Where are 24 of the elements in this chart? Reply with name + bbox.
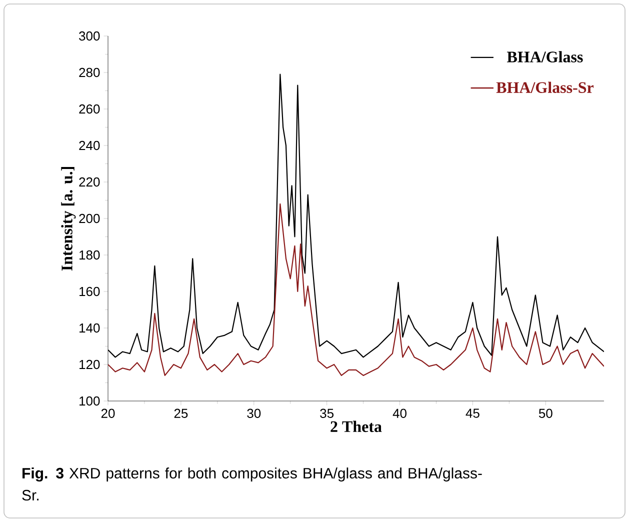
y-tick-label: 140	[80, 323, 100, 333]
y-tick-label: 280	[79, 68, 100, 78]
x-tick-label: 35	[320, 408, 334, 418]
x-tick-label: 20	[101, 408, 115, 418]
x-tick-label: 50	[538, 408, 552, 418]
y-tick-label: 100	[80, 396, 100, 406]
y-tick-label: 180	[80, 250, 100, 260]
y-tick-label: 260	[79, 104, 100, 114]
x-tick-label: 25	[174, 408, 188, 418]
y-tick-label: 240	[79, 140, 100, 150]
y-tick-label: 300	[79, 31, 100, 41]
line-series	[108, 203, 604, 376]
x-tick-label: 40	[392, 408, 406, 418]
y-tick-label: 160	[80, 286, 100, 296]
text: Fig. 3 XRD patterns for both composites BHA/glass and BHA/glass-Sr.	[22, 468, 482, 501]
x-tick-label: 45	[466, 408, 480, 418]
y-tick-label: 200	[79, 214, 100, 224]
y-tick-label: 220	[79, 177, 100, 187]
y-axis-title: Intensity [a. u.]	[61, 167, 76, 271]
x-axis-title: 2 Theta	[330, 420, 382, 432]
legend-label: BHA/Glass-Sr	[496, 82, 594, 93]
legend-label: BHA/Glass	[507, 51, 583, 62]
x-tick-label: 30	[247, 408, 261, 418]
y-tick-label: 120	[80, 360, 100, 370]
